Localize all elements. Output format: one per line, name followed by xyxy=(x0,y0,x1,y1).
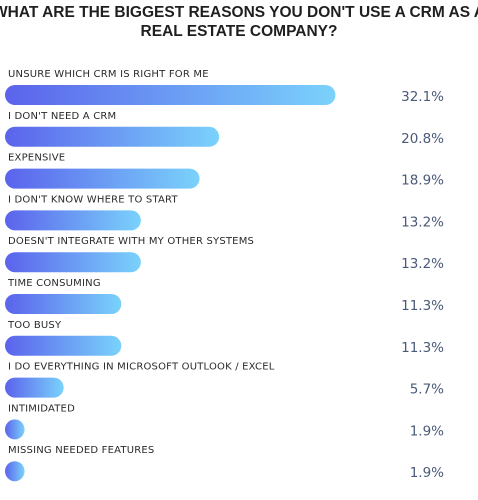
bar-row: DOESN'T INTEGRATE WITH MY OTHER SYSTEMS 1… xyxy=(5,236,444,273)
value-label: 11.3% xyxy=(401,340,444,356)
bar xyxy=(5,294,122,314)
category-label: EXPENSIVE xyxy=(8,153,65,164)
category-label: DOESN'T INTEGRATE WITH MY OTHER SYSTEMS xyxy=(8,236,254,247)
bar-row: TIME CONSUMING 11.3% xyxy=(5,278,444,314)
chart-title-line-1: WHAT ARE THE BIGGEST REASONS YOU DON'T U… xyxy=(0,4,478,21)
bar xyxy=(5,85,336,105)
value-label: 13.2% xyxy=(401,256,444,272)
category-label: I DON'T NEED A CRM xyxy=(8,111,116,122)
bar-row: INTIMIDATED 1.9% xyxy=(5,403,444,440)
bar-row: I DO EVERYTHING IN MICROSOFT OUTLOOK / E… xyxy=(5,362,444,398)
bar-row: UNSURE WHICH CRM IS RIGHT FOR ME 32.1% xyxy=(5,69,444,105)
chart-title-line-2: REAL ESTATE COMPANY? xyxy=(141,23,338,40)
bar xyxy=(5,377,64,398)
bar xyxy=(5,210,141,231)
bar xyxy=(5,419,25,440)
value-label: 20.8% xyxy=(401,131,444,147)
bars-layer: UNSURE WHICH CRM IS RIGHT FOR ME 32.1% I D… xyxy=(5,69,444,482)
bar xyxy=(5,168,200,189)
bar-row: MISSING NEEDED FEATURES 1.9% xyxy=(5,445,444,482)
bar xyxy=(5,252,141,273)
category-label: INTIMIDATED xyxy=(8,403,75,414)
value-label: 5.7% xyxy=(410,382,444,398)
category-label: I DON'T KNOW WHERE TO START xyxy=(8,194,178,205)
bar-row: EXPENSIVE 18.9% xyxy=(5,153,444,189)
value-label: 1.9% xyxy=(410,465,444,481)
bar-row: I DON'T KNOW WHERE TO START 13.2% xyxy=(5,194,444,231)
category-label: MISSING NEEDED FEATURES xyxy=(8,445,154,456)
bar xyxy=(5,126,220,147)
category-label: UNSURE WHICH CRM IS RIGHT FOR ME xyxy=(8,69,209,80)
chart-title: WHAT ARE THE BIGGEST REASONS YOU DON'T U… xyxy=(0,4,478,40)
bar xyxy=(5,335,122,356)
value-label: 11.3% xyxy=(401,298,444,314)
bar-row: TOO BUSY 11.3% xyxy=(5,320,444,356)
category-label: TOO BUSY xyxy=(7,320,62,331)
category-label: I DO EVERYTHING IN MICROSOFT OUTLOOK / E… xyxy=(8,362,275,373)
value-label: 18.9% xyxy=(401,173,444,189)
value-label: 13.2% xyxy=(401,214,444,230)
bar xyxy=(5,461,25,482)
bar-row: I DON'T NEED A CRM 20.8% xyxy=(5,111,444,147)
category-label: TIME CONSUMING xyxy=(7,278,101,289)
value-label: 32.1% xyxy=(401,89,444,105)
value-label: 1.9% xyxy=(410,423,444,439)
